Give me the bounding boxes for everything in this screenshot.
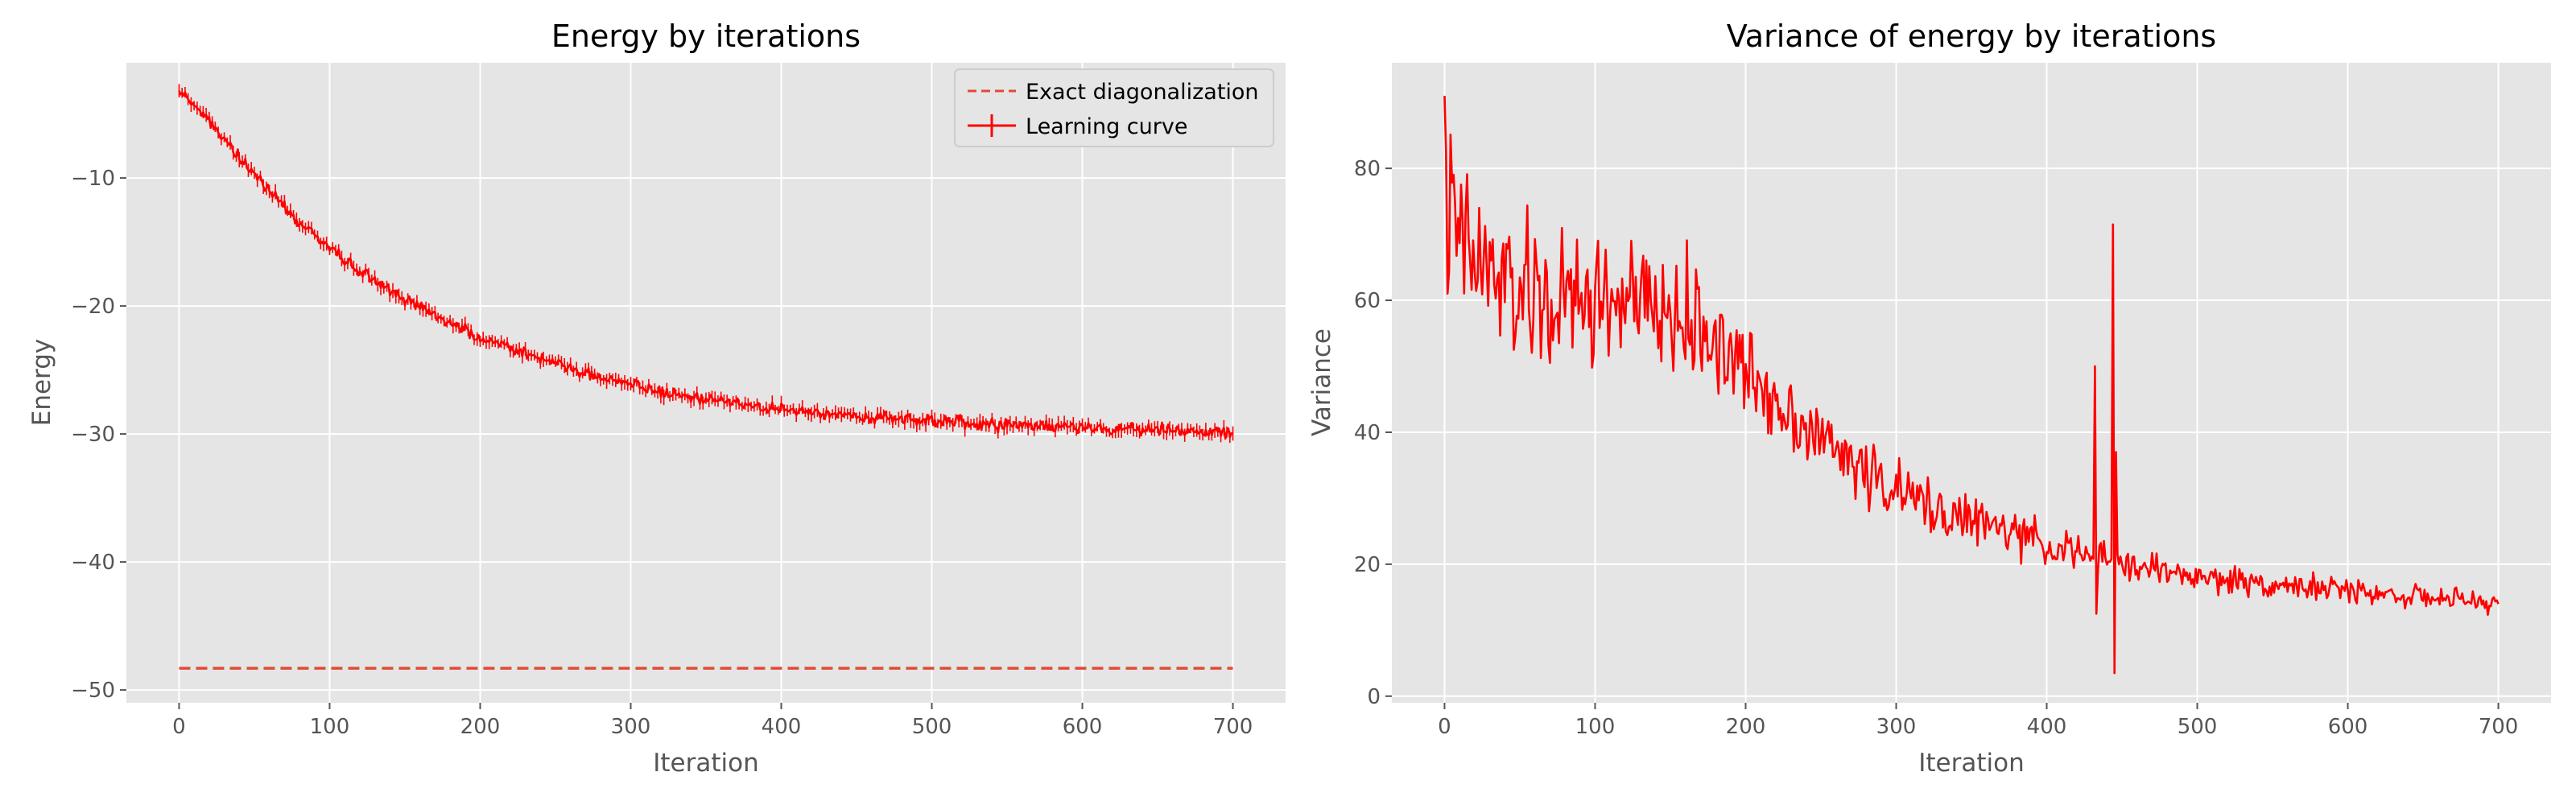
y-tick-label: −10 — [71, 167, 115, 191]
variance-line — [1443, 95, 2500, 675]
y-tick-label: −30 — [71, 423, 115, 447]
x-tick-label: 700 — [1213, 715, 1253, 739]
x-tick-label: 100 — [1575, 715, 1616, 739]
variance-x-axis-label: Iteration — [1918, 749, 2025, 778]
energy-legend: Exact diagonalization Learning curve — [954, 68, 1274, 147]
legend-entry-learning-curve: Learning curve — [1026, 114, 1187, 139]
x-tick-label: 500 — [2178, 715, 2218, 739]
energy-x-axis-label: Iteration — [653, 749, 759, 778]
y-tick-label: 20 — [1354, 553, 1381, 577]
y-tick-label: −20 — [71, 295, 115, 319]
variance-ticks: 0 100 200 300 400 500 600 700 0 20 40 60 80 — [1354, 157, 2518, 739]
variance-y-axis-label: Variance — [1307, 328, 1336, 436]
x-tick-label: 200 — [460, 715, 501, 739]
variance-plot-area — [1392, 63, 2551, 703]
x-tick-label: 0 — [1438, 715, 1451, 739]
y-tick-label: 60 — [1354, 289, 1381, 313]
x-tick-label: 500 — [912, 715, 952, 739]
x-tick-label: 700 — [2479, 715, 2519, 739]
energy-chart: 0 100 200 300 400 500 600 700 −50 −40 −30 −20 −10 En… — [27, 19, 1286, 778]
x-tick-label: 400 — [2027, 715, 2067, 739]
energy-series — [178, 84, 1234, 670]
x-tick-label: 400 — [762, 715, 802, 739]
legend-box — [954, 68, 1274, 147]
y-tick-label: −40 — [71, 551, 115, 575]
y-tick-label: 80 — [1354, 157, 1381, 181]
legend-entry-exact-diagonalization: Exact diagonalization — [1026, 80, 1259, 105]
y-tick-label: 40 — [1354, 421, 1381, 445]
x-tick-label: 600 — [2328, 715, 2368, 739]
y-tick-label: 0 — [1367, 685, 1381, 709]
variance-series — [1443, 95, 2500, 675]
x-tick-label: 300 — [1876, 715, 1917, 739]
y-tick-label: −50 — [71, 679, 115, 703]
variance-chart: 0 100 200 300 400 500 600 700 0 20 40 60 80 Variance… — [1307, 19, 2551, 778]
x-tick-label: 600 — [1063, 715, 1103, 739]
x-tick-label: 200 — [1726, 715, 1766, 739]
x-tick-label: 0 — [172, 715, 186, 739]
energy-chart-title: Energy by iterations — [551, 19, 861, 54]
energy-y-axis-label: Energy — [27, 339, 56, 427]
energy-ticks: 0 100 200 300 400 500 600 700 −50 −40 −30 −20 −10 — [71, 167, 1253, 739]
x-tick-label: 100 — [310, 715, 350, 739]
energy-plot-area — [126, 63, 1286, 703]
x-tick-label: 300 — [611, 715, 651, 739]
energy-grid — [126, 63, 1286, 703]
variance-chart-title: Variance of energy by iterations — [1727, 19, 2216, 54]
